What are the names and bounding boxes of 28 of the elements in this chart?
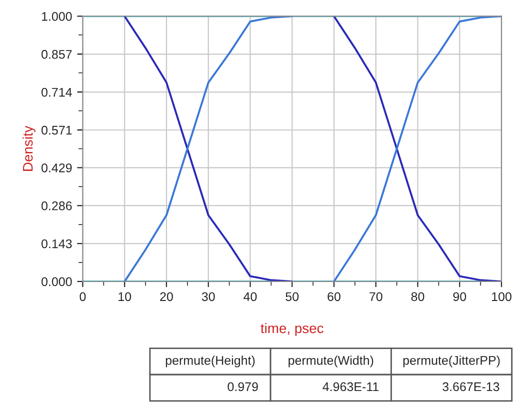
x-tick-label: 0 xyxy=(80,292,86,302)
x-tick-label: 70 xyxy=(370,292,382,302)
text: permute(Height) xyxy=(166,356,255,368)
y-tick-label: 0.857 xyxy=(42,50,72,59)
text: 3.667E-13 xyxy=(442,382,500,392)
x-tick-label: 50 xyxy=(286,292,299,302)
y-tick-label: 0.571 xyxy=(42,126,72,135)
x-tick-label: 100 xyxy=(492,292,512,302)
text: permute(Width) xyxy=(288,356,374,368)
x-tick-label: 20 xyxy=(160,292,173,302)
y-tick-label: 0.429 xyxy=(42,163,72,172)
y-tick-label: 0.143 xyxy=(42,239,72,248)
text: 0.979 xyxy=(228,382,258,392)
x-tick-label: 40 xyxy=(244,292,257,302)
text: permute(JitterPP) xyxy=(403,356,500,368)
x-tick-label: 10 xyxy=(118,292,132,302)
x-tick-label: 80 xyxy=(411,292,424,302)
x-tick-label: 30 xyxy=(202,292,215,302)
y-tick-label: 1.000 xyxy=(42,12,72,21)
text: 4.963E-11 xyxy=(322,382,379,392)
x-axis-title: time, psec xyxy=(260,322,324,336)
y-tick-label: 0.286 xyxy=(42,201,72,210)
y-tick-label: 0.000 xyxy=(42,277,72,286)
y-axis-title: Density xyxy=(22,126,36,171)
line-series xyxy=(124,16,294,282)
x-tick-label: 60 xyxy=(328,292,340,302)
x-tick-label: 90 xyxy=(453,292,466,302)
y-tick-label: 0.714 xyxy=(42,88,72,97)
